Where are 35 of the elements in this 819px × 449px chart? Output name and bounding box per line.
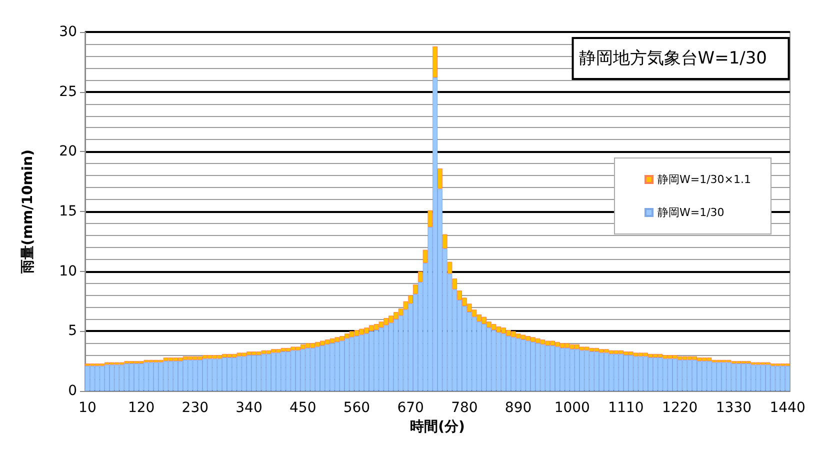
- x-tick-label: 1110: [608, 400, 644, 416]
- bar: [413, 284, 418, 294]
- legend-label: 静岡W=1/30×1.1: [657, 173, 752, 186]
- legend-label: 静岡W=1/30: [657, 206, 724, 219]
- x-tick-label: 1000: [554, 400, 590, 416]
- y-tick-label: 25: [59, 84, 77, 100]
- x-tick-label: 450: [289, 400, 316, 416]
- x-tick-label: 780: [451, 400, 478, 416]
- bar: [432, 46, 438, 78]
- y-tick-label: 30: [59, 24, 77, 40]
- x-tick-label: 890: [504, 400, 532, 416]
- y-tick-label: 15: [59, 204, 77, 220]
- bar: [428, 210, 433, 228]
- bar: [452, 278, 458, 290]
- x-tick-label: 560: [343, 400, 370, 416]
- y-tick-label: 10: [59, 263, 77, 280]
- y-tick-label: 5: [68, 323, 77, 340]
- y-tick-label: 20: [59, 144, 77, 160]
- bar: [438, 168, 442, 189]
- bar: [447, 262, 452, 274]
- x-tick-label: 1220: [662, 400, 698, 416]
- y-tick-label: 0: [68, 383, 77, 399]
- x-tick-label: 1440: [770, 400, 806, 416]
- y-axis-title: 雨量(mm/10min): [20, 150, 36, 274]
- x-tick-label: 120: [128, 400, 155, 416]
- bar: [418, 271, 423, 282]
- x-tick-label: 230: [182, 400, 209, 416]
- x-axis-title: 時間(分): [410, 418, 465, 435]
- x-tick-label: 10: [78, 400, 96, 416]
- x-tick-label: 340: [236, 400, 262, 416]
- x-tick-label: 1330: [716, 400, 752, 416]
- text: 静岡地方気象台W=1/30: [578, 48, 768, 68]
- bar: [422, 250, 428, 263]
- x-tick-label: 670: [397, 400, 424, 416]
- bar: [442, 234, 448, 249]
